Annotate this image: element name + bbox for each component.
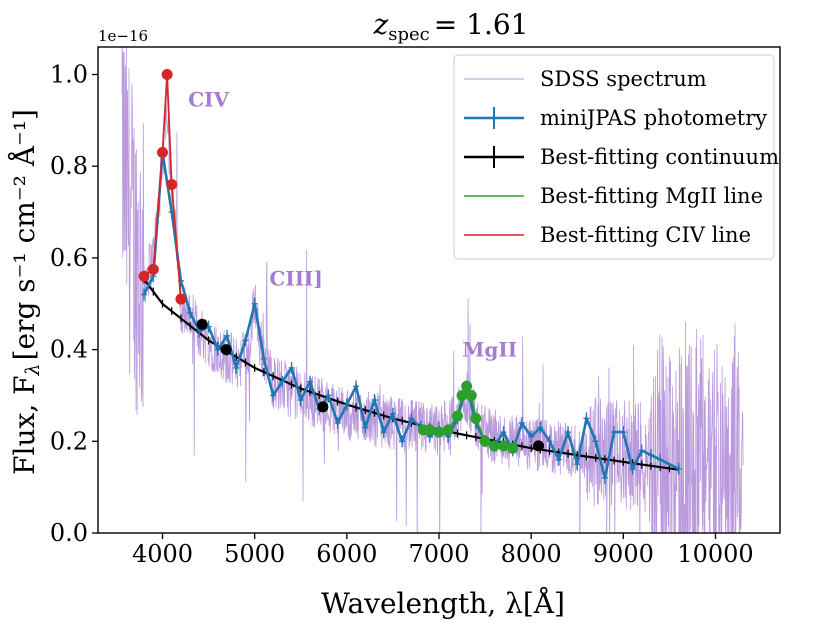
- mgii-point: [461, 380, 473, 392]
- annotation-label: CIV: [188, 88, 229, 112]
- line-annotations: CIV CIII] MgII: [188, 88, 517, 362]
- x-tick-label: 4000: [132, 540, 193, 568]
- mgii-point: [424, 424, 436, 436]
- mgii-point: [451, 410, 463, 422]
- x-tick-label: 5000: [224, 540, 285, 568]
- plot-area: [121, 47, 744, 533]
- civ-point: [175, 293, 187, 305]
- civ-point: [166, 179, 178, 191]
- y-tick-label: 0.2: [50, 427, 88, 455]
- y-axis: 0.0 0.2 0.4 0.6 0.8 1.0: [50, 61, 98, 547]
- x-tick-label: 7000: [408, 540, 469, 568]
- legend-label: miniJPAS photometry: [540, 106, 767, 130]
- x-tick-label: 6000: [316, 540, 377, 568]
- mgii-point: [488, 440, 500, 452]
- y-tick-label: 1.0: [50, 61, 88, 89]
- civ-point: [138, 270, 150, 282]
- x-tick-label: 8000: [501, 540, 562, 568]
- annotation-label: CIII]: [269, 266, 322, 290]
- civ-point: [147, 263, 159, 275]
- legend-box: [453, 54, 775, 260]
- mgii-point: [433, 426, 445, 438]
- mgii-point: [479, 435, 491, 447]
- civ-point: [161, 69, 173, 81]
- mgii-point: [470, 412, 482, 424]
- legend-label: Best-fitting CIV line: [540, 223, 751, 247]
- continuum-point: [220, 344, 232, 356]
- y-tick-label: 0.8: [50, 152, 88, 180]
- x-axis-label: Wavelength, λ[Å]: [321, 587, 565, 620]
- y-tick-label: 0.6: [50, 244, 88, 272]
- y-tick-label: 0.4: [50, 336, 88, 364]
- annotation-label: MgII: [462, 337, 517, 361]
- mgii-point: [442, 424, 454, 436]
- mgii-point: [498, 440, 510, 452]
- mgii-point: [465, 389, 477, 401]
- mgii-point: [456, 389, 468, 401]
- legend: SDSS spectrum miniJPAS photometry Best-fit…: [453, 54, 779, 260]
- legend-label: SDSS spectrum: [540, 67, 707, 91]
- y-axis-label: Flux, Fλ[erg s⁻¹ cm⁻² Å⁻¹]: [8, 109, 44, 475]
- series-minijpas-photometry: [142, 152, 680, 479]
- x-tick-label: 10000: [677, 540, 753, 568]
- legend-label: Best-fitting continuum: [540, 145, 779, 169]
- legend-label: Best-fitting MgII line: [540, 184, 763, 208]
- continuum-point: [533, 440, 545, 452]
- chart-title: zspec = 1.61: [373, 8, 529, 45]
- continuum-point: [317, 401, 329, 413]
- y-scale-factor: 1e−16: [98, 27, 148, 45]
- civ-point: [157, 146, 169, 158]
- continuum-point: [196, 318, 208, 330]
- mgii-point: [507, 442, 519, 454]
- x-tick-label: 9000: [593, 540, 654, 568]
- x-axis: 4000 5000 6000 7000 8000 9000 10000: [132, 533, 754, 568]
- y-tick-label: 0.0: [50, 519, 88, 547]
